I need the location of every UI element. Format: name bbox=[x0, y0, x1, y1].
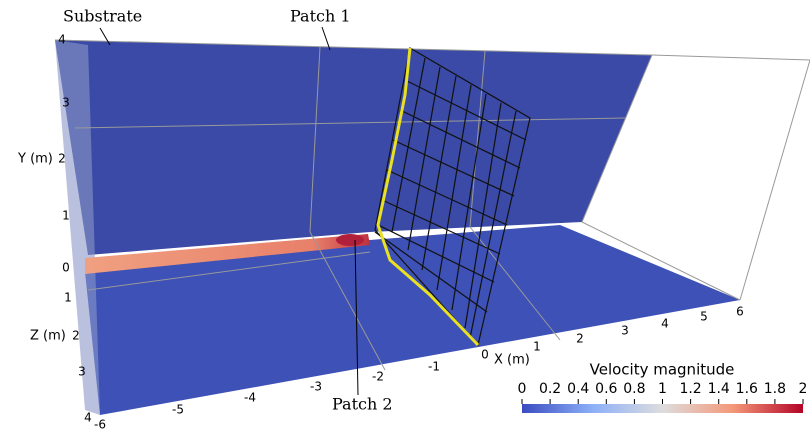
tick-label: 4 bbox=[58, 33, 66, 47]
side-wall bbox=[55, 40, 100, 415]
colorbar bbox=[522, 404, 803, 413]
colorbar-tick-label: 1.6 bbox=[736, 381, 758, 397]
tick-label: 1 bbox=[533, 340, 541, 354]
wireframe bbox=[54, 39, 810, 371]
colorbar-tick-label: 0 bbox=[518, 381, 527, 397]
floor bbox=[85, 225, 740, 415]
axis-label: Z (m) bbox=[30, 329, 66, 344]
colorbar-tick-label: 0.8 bbox=[623, 381, 645, 397]
tick-label: 1 bbox=[62, 209, 70, 223]
patch-1-mesh bbox=[374, 47, 531, 347]
colorbar-tick-label: 0.6 bbox=[595, 381, 617, 397]
tick-label: 3 bbox=[78, 365, 86, 379]
jet-strip bbox=[85, 234, 370, 274]
geometry bbox=[54, 26, 810, 415]
tick-label: 2 bbox=[576, 332, 584, 346]
colorbar-tick-label: 2 bbox=[799, 381, 808, 397]
axis-label: X (m) bbox=[494, 353, 530, 368]
tick-label: 1 bbox=[64, 291, 72, 305]
tick-label: -5 bbox=[172, 403, 184, 417]
tick-label: 3 bbox=[621, 324, 629, 338]
colorbar-tick-label: 1 bbox=[658, 381, 667, 397]
tick-label: -2 bbox=[372, 370, 384, 384]
tick-label: -1 bbox=[428, 360, 440, 374]
colorbar-tick-label: 1.8 bbox=[764, 381, 786, 397]
annotation: Patch 2 bbox=[332, 395, 393, 414]
tick-label: 2 bbox=[58, 152, 66, 166]
colorbar-tick-label: 1.4 bbox=[708, 381, 730, 397]
patch-2-pointer bbox=[354, 239, 359, 396]
tick-label: -3 bbox=[310, 380, 322, 394]
axis-label: Y (m) bbox=[17, 152, 53, 167]
tick-label: 3 bbox=[62, 96, 70, 110]
tick-label: -4 bbox=[244, 391, 256, 405]
patch-1-pointer bbox=[321, 26, 331, 51]
substrate-pointer bbox=[99, 27, 111, 46]
colorbar-tick-label: 1.2 bbox=[679, 381, 701, 397]
patch-1-edge bbox=[376, 47, 480, 347]
tick-label: -6 bbox=[94, 418, 106, 432]
tick-label: 4 bbox=[84, 411, 92, 425]
hotspot bbox=[336, 234, 364, 246]
colorbar-tick-label: 0.4 bbox=[567, 381, 589, 397]
colorbar-title: Velocity magnitude bbox=[590, 361, 735, 379]
colorbar-tick-label: 0.2 bbox=[539, 381, 561, 397]
annotation: Substrate bbox=[63, 7, 142, 26]
back-wall bbox=[55, 40, 652, 255]
tick-label: 0 bbox=[62, 261, 70, 275]
tick-label: 2 bbox=[72, 329, 80, 343]
annotation: Patch 1 bbox=[290, 7, 351, 26]
tick-label: 0 bbox=[481, 348, 489, 362]
tick-label: 4 bbox=[661, 317, 669, 331]
tick-label: 5 bbox=[700, 310, 708, 324]
tick-label: 6 bbox=[736, 305, 744, 319]
